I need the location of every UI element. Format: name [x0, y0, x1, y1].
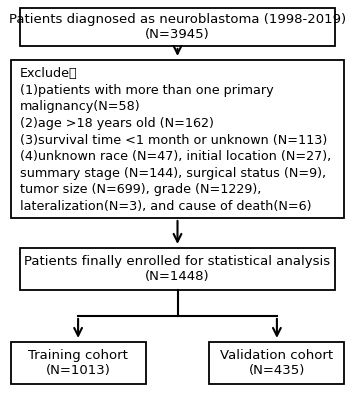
Text: lateralization(N=3), and cause of death(N=6): lateralization(N=3), and cause of death(…	[20, 200, 311, 213]
Text: (4)unknown race (N=47), initial location (N=27),: (4)unknown race (N=47), initial location…	[20, 150, 331, 163]
Text: Validation cohort
(N=435): Validation cohort (N=435)	[220, 349, 333, 377]
FancyBboxPatch shape	[209, 342, 344, 384]
FancyBboxPatch shape	[11, 342, 146, 384]
Text: malignancy(N=58): malignancy(N=58)	[20, 100, 140, 114]
FancyBboxPatch shape	[20, 248, 335, 290]
Text: (3)survival time <1 month or unknown (N=113): (3)survival time <1 month or unknown (N=…	[20, 134, 327, 146]
Text: Training cohort
(N=1013): Training cohort (N=1013)	[28, 349, 128, 377]
Text: summary stage (N=144), surgical status (N=9),: summary stage (N=144), surgical status (…	[20, 167, 326, 180]
Text: Patients finally enrolled for statistical analysis
(N=1448): Patients finally enrolled for statistica…	[24, 255, 331, 283]
Text: Patients diagnosed as neuroblastoma (1998-2019)
(N=3945): Patients diagnosed as neuroblastoma (199…	[9, 13, 346, 41]
FancyBboxPatch shape	[11, 60, 344, 218]
FancyBboxPatch shape	[20, 8, 335, 46]
Text: tumor size (N=699), grade (N=1229),: tumor size (N=699), grade (N=1229),	[20, 183, 261, 196]
Text: (1)patients with more than one primary: (1)patients with more than one primary	[20, 84, 273, 97]
Text: (2)age >18 years old (N=162): (2)age >18 years old (N=162)	[20, 117, 213, 130]
Text: Exclude：: Exclude：	[20, 67, 77, 80]
